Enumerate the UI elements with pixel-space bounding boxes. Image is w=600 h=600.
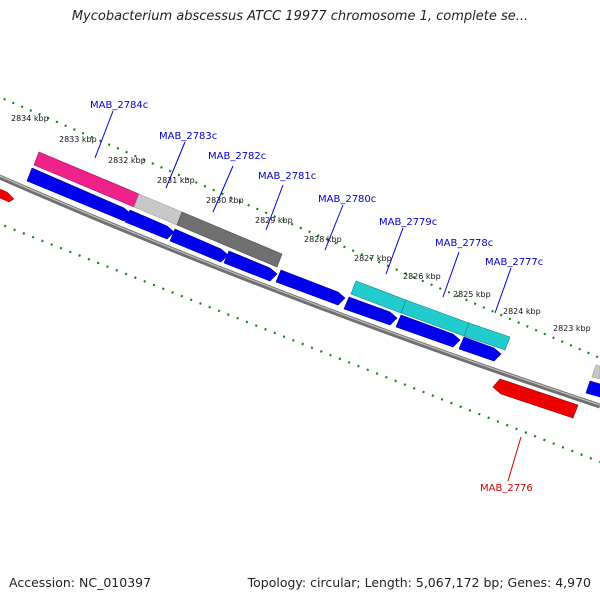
- kbp-label: 2831 kbp: [157, 176, 195, 185]
- cds-arrow-3[interactable]: [169, 228, 229, 263]
- gene-label-leaders: [94, 110, 512, 314]
- gene-feature-mab-2782c[interactable]: [176, 211, 283, 268]
- kbp-tick-labels: 2834 kbp 2833 kbp 2832 kbp 2831 kbp 2830…: [11, 114, 591, 333]
- cds-arrow-right-edge[interactable]: [585, 380, 600, 398]
- chromosome-backbone-highlight: [0, 175, 600, 406]
- cds-arrow-5[interactable]: [275, 269, 346, 306]
- chromosome-backbone: [0, 174, 600, 409]
- kbp-label: 2829 kbp: [255, 216, 293, 225]
- gene-label-mab-2782c[interactable]: MAB_2782c: [208, 151, 266, 162]
- kbp-label: 2827 kbp: [354, 254, 392, 263]
- cds-arrow-6[interactable]: [343, 296, 398, 326]
- gene-feature-grey-right[interactable]: [591, 364, 600, 380]
- cds-arrow-2[interactable]: [124, 209, 175, 240]
- gene-feature-red-left[interactable]: [0, 187, 15, 203]
- gene-label-mab-2781c[interactable]: MAB_2781c: [258, 171, 316, 182]
- genome-stats-text: Topology: circular; Length: 5,067,172 bp…: [247, 575, 591, 590]
- cds-arrow-7[interactable]: [395, 314, 461, 348]
- gene-label-mab-2777c[interactable]: MAB_2777c: [485, 257, 543, 268]
- gene-label-mab-2778c[interactable]: MAB_2778c: [435, 238, 493, 249]
- kbp-label: 2823 kbp: [553, 324, 591, 333]
- kbp-label: 2830 kbp: [206, 196, 244, 205]
- cds-arrow-8[interactable]: [458, 336, 502, 362]
- cds-arrow-4[interactable]: [223, 250, 278, 282]
- gene-feature-mab-2776[interactable]: [492, 378, 579, 419]
- kbp-label: 2832 kbp: [108, 156, 146, 165]
- accession-text: Accession: NC_010397: [9, 575, 152, 590]
- gene-label-mab-2776[interactable]: MAB_2776: [480, 483, 533, 494]
- kbp-label: 2834 kbp: [11, 114, 49, 123]
- map-title: Mycobacterium abscessus ATCC 19977 chrom…: [71, 9, 529, 24]
- kbp-label: 2833 kbp: [59, 135, 97, 144]
- gene-feature-mab-2777c[interactable]: [463, 322, 511, 351]
- kbp-label: 2824 kbp: [503, 307, 541, 316]
- kbp-label: 2826 kbp: [403, 272, 441, 281]
- gene-label-mab-2784c[interactable]: MAB_2784c: [90, 100, 148, 111]
- kbp-label: 2825 kbp: [453, 290, 491, 299]
- gene-labels: MAB_2784c MAB_2783c MAB_2782c MAB_2781c …: [90, 100, 543, 494]
- gene-label-mab-2780c[interactable]: MAB_2780c: [318, 194, 376, 205]
- gene-label-leader-mab-2776: [507, 436, 522, 482]
- gene-label-mab-2779c[interactable]: MAB_2779c: [379, 217, 437, 228]
- kbp-label: 2828 kbp: [304, 235, 342, 244]
- gene-label-mab-2783c[interactable]: MAB_2783c: [159, 131, 217, 142]
